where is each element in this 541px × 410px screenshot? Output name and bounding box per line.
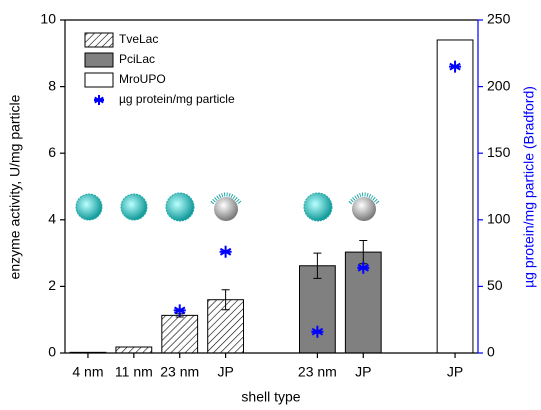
y-tick-label: 4: [48, 211, 56, 227]
y2-tick-label: 250: [487, 11, 511, 27]
legend-label: PciLac: [119, 52, 155, 66]
marker: [173, 304, 186, 317]
legend-swatch: [84, 32, 114, 48]
legend-label: TveLac: [119, 32, 158, 46]
y-tick-label: 8: [48, 77, 56, 93]
y-tick-label: 2: [48, 277, 56, 293]
x-tick-label: 4 nm: [72, 364, 103, 380]
y-tick-label: 6: [48, 144, 56, 160]
x-tick-label: 11 nm: [115, 364, 153, 380]
error-bar: [313, 252, 322, 279]
legend-label: µg protein/mg particle: [119, 92, 235, 106]
x-tick-label: JP: [355, 364, 371, 380]
y2-tick-label: 50: [487, 277, 503, 293]
legend-swatch: [84, 72, 114, 88]
y-axis-label: enzyme activity, U/mg particle: [7, 94, 23, 279]
marker: [311, 325, 324, 338]
x-tick-label: JP: [447, 364, 463, 380]
bar: [436, 39, 474, 354]
x-tick-label: 23 nm: [298, 364, 337, 380]
marker: [219, 245, 232, 258]
y2-tick-label: 100: [487, 211, 511, 227]
y2-axis-label: µg protein/mg particle (Bradford): [521, 86, 537, 288]
legend-swatch: [84, 52, 114, 68]
y2-tick-label: 150: [487, 144, 511, 160]
particle-illustrations: [75, 192, 474, 222]
legend-marker: [94, 95, 104, 105]
error-bar: [221, 289, 230, 311]
marker: [449, 60, 462, 73]
y2-tick-label: 0: [487, 344, 495, 360]
bar: [161, 314, 199, 354]
y-tick-label: 10: [40, 11, 56, 27]
x-axis-label: shell type: [241, 389, 300, 405]
x-tick-label: JP: [217, 364, 233, 380]
y2-tick-label: 200: [487, 77, 511, 93]
legend-label: MroUPO: [119, 72, 166, 86]
marker: [357, 261, 370, 274]
y-tick-label: 0: [48, 344, 56, 360]
bar: [115, 346, 153, 354]
x-tick-label: 23 nm: [160, 364, 199, 380]
